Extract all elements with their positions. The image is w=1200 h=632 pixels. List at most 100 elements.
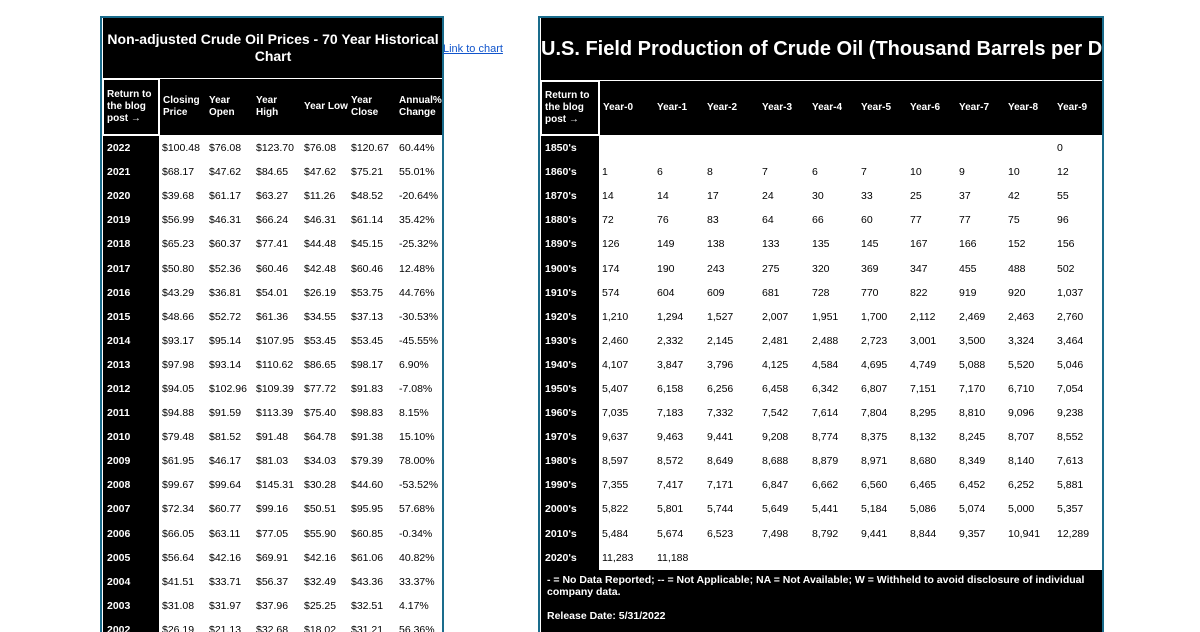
table-cell: 5,184 — [861, 503, 888, 516]
row-label: 1960's — [541, 401, 599, 426]
table-cell: $48.52 — [351, 190, 384, 203]
table-row: 1880's 72 76 83 64 66 60 77 77 75 96 — [541, 208, 1102, 233]
table-cell: 55 — [1057, 190, 1069, 203]
column-header: Year-5 — [858, 81, 907, 135]
table-cell: $99.16 — [256, 503, 289, 516]
table-row: 2002 $26.19 $21.13 $32.68 $18.02 $31.21 56.36% — [103, 617, 442, 632]
table-cell: 78.00% — [399, 455, 435, 468]
table-cell: 7,183 — [657, 407, 684, 420]
table-cell: 7,151 — [910, 382, 937, 395]
table-cell: $63.27 — [256, 190, 289, 203]
table-cell: 9 — [959, 166, 965, 179]
table-cell: $37.96 — [256, 599, 289, 612]
table-cell: $42.16 — [304, 551, 337, 564]
table-row: 2007 $72.34 $60.77 $99.16 $50.51 $95.95 57.68% — [103, 497, 442, 522]
table-cell — [704, 546, 759, 570]
column-header: Year Low — [301, 79, 348, 135]
crude-oil-prices-table: Non-adjusted Crude Oil Prices - 70 Year … — [102, 18, 442, 632]
table-cell: 57.68% — [399, 503, 435, 516]
table-cell — [599, 135, 654, 160]
table-cell: 8,140 — [1008, 455, 1035, 468]
table-cell: 920 — [1008, 286, 1026, 299]
table-cell: $53.45 — [304, 334, 337, 347]
table-cell: 6,342 — [812, 382, 839, 395]
table-cell: 8,688 — [762, 455, 789, 468]
table-cell: 9,463 — [657, 431, 684, 444]
table-cell: 126 — [602, 238, 620, 251]
table-cell: $52.72 — [209, 310, 242, 323]
table-cell: $39.68 — [162, 190, 195, 203]
table-row: 2014 $93.17 $95.14 $107.95 $53.45 $53.45 -45.5… — [103, 328, 442, 353]
table-cell: 76 — [657, 214, 669, 227]
table-cell: 5,074 — [959, 503, 986, 516]
table-cell: 4,749 — [910, 358, 937, 371]
link-to-chart[interactable]: Link to chart — [443, 43, 503, 55]
table-cell: $91.48 — [256, 431, 289, 444]
table-row: 1890's 126 149 138 133 135 145 167 166 152 156 — [541, 232, 1102, 257]
table-cell: $48.66 — [162, 310, 195, 323]
table-row: 2005 $56.64 $42.16 $69.91 $42.16 $61.06 40.82% — [103, 545, 442, 570]
table-cell: $32.68 — [256, 623, 289, 632]
table-cell: $31.21 — [351, 623, 384, 632]
table-cell: 822 — [910, 286, 928, 299]
table-cell: 488 — [1008, 262, 1026, 275]
production-table-title: U.S. Field Production of Crude Oil (Thou… — [541, 18, 1102, 81]
table-cell: 347 — [910, 262, 928, 275]
table-cell: 6,256 — [707, 382, 734, 395]
table-row: 1970's 9,637 9,463 9,441 9,208 8,774 8,375 8,13… — [541, 425, 1102, 450]
table-cell: 11,283 — [602, 551, 634, 564]
row-label: 1850's — [541, 135, 599, 161]
table-cell: $107.95 — [256, 334, 294, 347]
column-header: Year High — [253, 79, 301, 135]
table-row: 2022 $100.48 $76.08 $123.70 $76.08 $120.67 60.… — [103, 135, 442, 161]
table-cell: $31.97 — [209, 599, 242, 612]
table-cell: 30 — [812, 190, 824, 203]
table-cell: $56.99 — [162, 214, 195, 227]
table-cell: $56.37 — [256, 575, 289, 588]
table-cell: $81.03 — [256, 455, 289, 468]
row-label: 1970's — [541, 425, 599, 450]
return-to-blog-link[interactable]: Return to the blog post → — [540, 80, 600, 136]
row-label: 1880's — [541, 208, 599, 233]
table-cell: 5,046 — [1057, 358, 1084, 371]
table-cell: $77.41 — [256, 238, 289, 251]
table-cell: 9,441 — [707, 431, 734, 444]
table-cell: $26.19 — [304, 286, 337, 299]
table-cell: 4,695 — [861, 358, 888, 371]
table-cell: $84.65 — [256, 166, 289, 179]
return-to-blog-link[interactable]: Return to the blog post → — [102, 78, 160, 136]
table-cell: 7,035 — [602, 407, 629, 420]
table-cell: $75.21 — [351, 166, 384, 179]
table-cell: 8,844 — [910, 527, 937, 540]
table-row: 1910's 574 604 609 681 728 770 822 919 920 1,037 — [541, 280, 1102, 305]
table-cell: 152 — [1008, 238, 1026, 251]
table-cell: 5,520 — [1008, 358, 1035, 371]
table-cell — [1054, 546, 1102, 570]
table-cell: 25 — [910, 190, 922, 203]
table-cell: 2,469 — [959, 310, 986, 323]
table-cell: $76.08 — [209, 141, 242, 154]
table-cell: 728 — [812, 286, 830, 299]
table-cell: $25.25 — [304, 599, 337, 612]
table-cell: $11.26 — [304, 190, 336, 203]
table-row: 2003 $31.08 $31.97 $37.96 $25.25 $32.51 4.17% — [103, 593, 442, 618]
table-cell: $66.05 — [162, 527, 195, 540]
table-row: 2015 $48.66 $52.72 $61.36 $34.55 $37.13 -30.53… — [103, 304, 442, 329]
table-cell: 14 — [657, 190, 669, 203]
table-cell: 369 — [861, 262, 879, 275]
table-cell — [907, 546, 956, 570]
row-label: 1890's — [541, 232, 599, 257]
table-cell: $34.03 — [304, 455, 337, 468]
table-cell: 8,132 — [910, 431, 937, 444]
table-cell: $34.55 — [304, 310, 337, 323]
table-cell: $26.19 — [162, 623, 195, 632]
table-cell: 96 — [1057, 214, 1069, 227]
table-cell: 6,560 — [861, 479, 888, 492]
table-cell: 37 — [959, 190, 971, 203]
column-header: Year Close — [348, 79, 396, 135]
table-cell: 8,375 — [861, 431, 888, 444]
table-row: 2011 $94.88 $91.59 $113.39 $75.40 $98.83 8.15% — [103, 401, 442, 426]
row-label: 2021 — [103, 160, 159, 185]
table-cell: $37.13 — [351, 310, 384, 323]
column-header: Year-7 — [956, 81, 1005, 135]
